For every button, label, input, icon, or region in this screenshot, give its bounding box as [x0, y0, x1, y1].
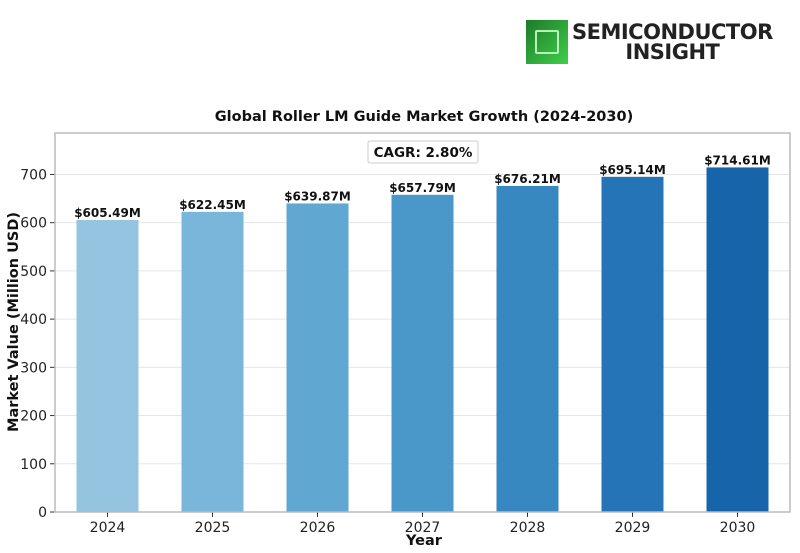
data-label: $676.21M	[494, 172, 561, 186]
y-tick-label: 600	[20, 216, 47, 232]
x-tick-label: 2027	[405, 520, 441, 536]
x-tick-label: 2028	[510, 520, 546, 536]
y-tick-label: 300	[20, 360, 47, 376]
x-tick-label: 2030	[720, 520, 756, 536]
bar-2026	[286, 203, 349, 513]
cagr-annotation: CAGR: 2.80%	[367, 140, 479, 164]
y-tick-label: 0	[38, 505, 47, 521]
data-label: $695.14M	[599, 163, 666, 177]
y-tick-label: 700	[20, 167, 47, 183]
x-tick-label: 2025	[195, 520, 231, 536]
x-tick-label: 2024	[90, 520, 126, 536]
bar-2030	[706, 167, 769, 513]
y-tick-label: 100	[20, 457, 47, 473]
bar-2024	[76, 220, 139, 513]
x-tick-label: 2029	[615, 520, 651, 536]
y-tick-label: 400	[20, 312, 47, 328]
bar-2025	[181, 211, 244, 513]
data-label: $639.87M	[284, 189, 351, 203]
y-tick-label: 500	[20, 264, 47, 280]
data-label: $605.49M	[74, 206, 141, 220]
bar-2029	[601, 176, 664, 512]
data-label: $714.61M	[704, 153, 771, 167]
y-tick-label: 200	[20, 409, 47, 425]
y-axis-label: Market Value (Million USD)	[6, 212, 22, 432]
bar-2027	[391, 194, 454, 513]
cagr-text: CAGR: 2.80%	[374, 145, 473, 161]
x-axis-label: Year	[405, 533, 443, 549]
x-tick-label: 2026	[300, 520, 336, 536]
logo: SEMICONDUCTOR INSIGHT	[526, 20, 773, 64]
logo-line1: SEMICONDUCTOR	[572, 20, 773, 44]
bar-2028	[496, 185, 559, 512]
logo-line2: INSIGHT	[625, 40, 720, 64]
chip-icon	[526, 20, 568, 64]
chart-title: Global Roller LM Guide Market Growth (20…	[215, 109, 633, 125]
data-label: $657.79M	[389, 181, 456, 195]
plot-frame	[54, 132, 791, 513]
data-label: $622.45M	[179, 198, 246, 212]
